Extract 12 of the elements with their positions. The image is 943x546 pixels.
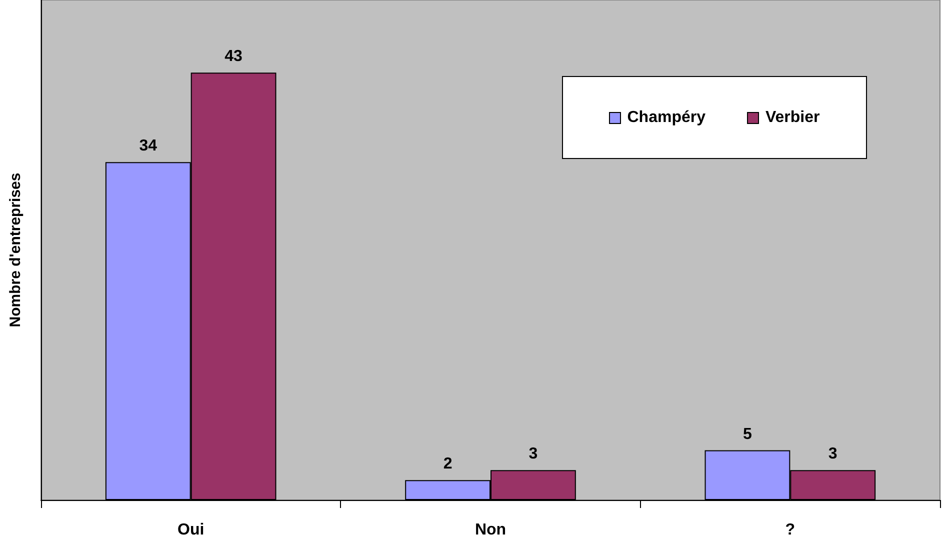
x-tick-label: ? [785,522,796,538]
x-tick-label: Non [474,522,506,538]
x-tick-label: Oui [177,522,204,538]
data-label: 5 [743,426,752,443]
data-label: 3 [528,446,538,463]
legend-label: Verbier [765,108,820,126]
data-label: 43 [224,48,243,66]
data-label: 3 [828,446,838,463]
data-label: 2 [443,456,452,473]
data-label: 34 [139,138,158,155]
legend-label: Champéry [627,108,706,126]
y-axis-title: Nombre d'entreprises [7,172,24,328]
